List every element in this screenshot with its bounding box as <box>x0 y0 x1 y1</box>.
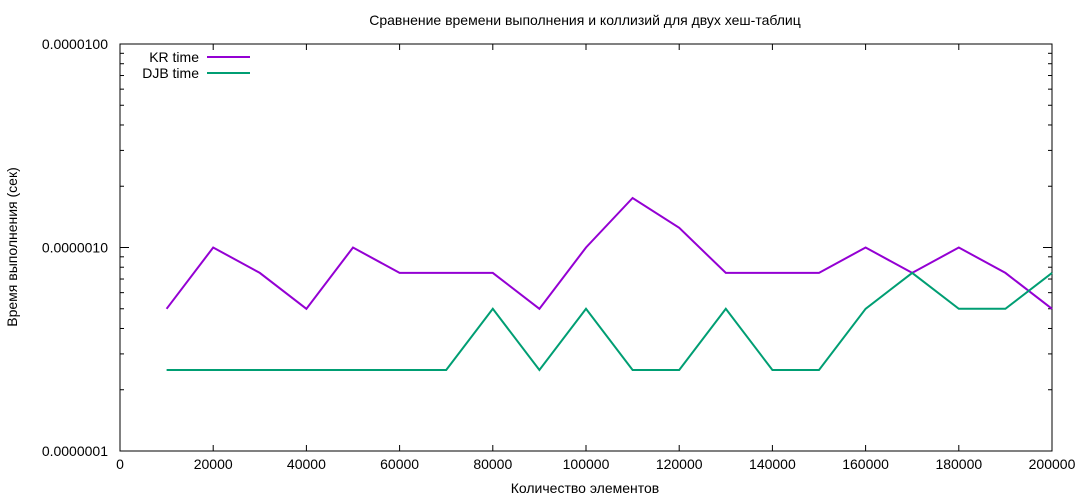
x-tick-label: 160000 <box>842 456 889 472</box>
y-tick-label: 0.0000010 <box>42 240 108 256</box>
x-tick-label: 0 <box>116 456 124 472</box>
chart-title: Сравнение времени выполнения и коллизий … <box>369 12 801 28</box>
x-tick-label: 100000 <box>563 456 610 472</box>
legend-label: KR time <box>149 49 199 65</box>
y-tick-label: 0.0000100 <box>42 36 108 52</box>
series-layer <box>165 196 1053 372</box>
y-tick-label: 0.0000001 <box>42 443 108 459</box>
x-tick-label: 60000 <box>380 456 419 472</box>
x-tick-label: 80000 <box>473 456 512 472</box>
x-tick-label: 180000 <box>935 456 982 472</box>
series-line-kr-time <box>165 196 1053 311</box>
y-axis-label: Время выполнения (сек) <box>4 167 20 327</box>
minor-ticks <box>120 52 1052 391</box>
y-axis: 0.0000001 0.0000010 0.0000100 <box>42 36 1052 459</box>
series-kr-time <box>165 196 1053 311</box>
x-tick-label: 200000 <box>1029 456 1076 472</box>
x-tick-label: 140000 <box>749 456 796 472</box>
x-tick-label: 120000 <box>656 456 703 472</box>
x-axis-label: Количество элементов <box>511 480 659 496</box>
x-tick-label: 40000 <box>287 456 326 472</box>
x-axis: 0 20000 40000 60000 80000 100000 120000 140000 1… <box>116 44 1076 472</box>
series-line-djb-time <box>166 271 1053 372</box>
legend-label: DJB time <box>142 65 199 81</box>
series-djb-time <box>166 271 1053 372</box>
x-tick-label: 20000 <box>194 456 233 472</box>
